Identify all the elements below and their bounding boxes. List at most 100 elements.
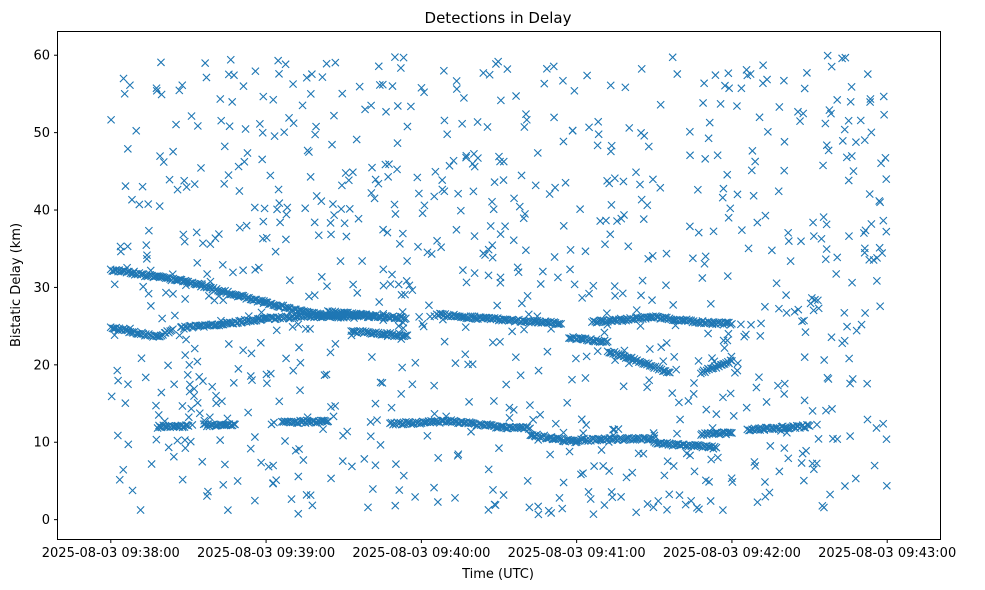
data-point <box>599 436 608 445</box>
data-point <box>521 246 530 255</box>
data-point <box>434 453 443 462</box>
data-point <box>877 159 886 168</box>
data-point <box>707 455 716 464</box>
data-point <box>417 83 426 92</box>
data-point <box>600 328 609 337</box>
data-point <box>827 333 836 342</box>
data-point <box>164 361 173 370</box>
data-point <box>294 320 303 329</box>
data-point <box>381 160 390 169</box>
data-point <box>620 346 629 355</box>
data-point <box>550 252 559 261</box>
data-point <box>396 64 405 73</box>
data-point <box>812 420 821 429</box>
data-point <box>462 153 471 162</box>
data-point <box>724 329 733 338</box>
data-point <box>458 119 467 128</box>
data-point <box>882 435 891 444</box>
data-point <box>461 350 470 359</box>
data-point <box>694 505 703 514</box>
data-point <box>135 200 144 209</box>
data-point <box>502 380 511 389</box>
data-point <box>603 337 612 346</box>
data-point <box>266 171 275 180</box>
data-point <box>424 301 433 310</box>
data-point <box>329 412 338 421</box>
data-point <box>243 149 252 158</box>
data-point <box>398 363 407 372</box>
data-point <box>494 57 503 66</box>
data-point <box>634 358 643 367</box>
data-point <box>285 113 294 122</box>
data-point <box>881 153 890 162</box>
data-point <box>794 305 803 314</box>
data-point <box>536 279 545 288</box>
data-point <box>852 326 861 335</box>
data-point <box>553 273 562 282</box>
data-point <box>753 498 762 507</box>
data-point <box>317 272 326 281</box>
data-point <box>331 58 340 67</box>
data-point <box>467 427 476 436</box>
data-point <box>317 197 326 206</box>
data-point <box>283 203 292 212</box>
data-point <box>782 291 791 300</box>
data-point <box>366 417 375 426</box>
data-point <box>267 420 276 429</box>
data-point <box>147 460 156 469</box>
data-point <box>303 146 312 155</box>
data-point <box>484 465 493 474</box>
data-point <box>250 496 259 505</box>
data-point <box>289 80 298 89</box>
data-point <box>534 510 543 519</box>
data-point <box>656 183 665 192</box>
data-point <box>799 109 808 118</box>
data-point <box>747 166 756 175</box>
data-point <box>452 85 461 94</box>
data-point <box>224 171 233 180</box>
data-point <box>713 151 722 160</box>
data-point <box>726 389 735 398</box>
data-point <box>367 353 376 362</box>
data-point <box>797 458 806 467</box>
data-point <box>395 486 404 495</box>
data-point <box>467 419 476 428</box>
data-point <box>496 96 505 105</box>
data-point <box>832 269 841 278</box>
data-point <box>851 474 860 483</box>
data-point <box>570 86 579 95</box>
data-point <box>197 280 206 289</box>
data-point <box>270 132 279 141</box>
data-point <box>807 293 816 302</box>
data-point <box>498 422 507 431</box>
data-point <box>742 403 751 412</box>
data-point <box>752 383 761 392</box>
y-tick-label: 40 <box>33 204 50 219</box>
data-point <box>394 280 403 289</box>
data-point <box>440 116 449 125</box>
data-point <box>169 289 177 298</box>
data-point <box>124 380 132 389</box>
data-point <box>170 311 179 320</box>
data-point <box>349 280 358 289</box>
data-point <box>846 97 855 106</box>
data-point <box>605 467 614 475</box>
data-point <box>784 228 793 237</box>
data-point <box>780 389 789 398</box>
data-point <box>485 70 494 79</box>
data-point <box>784 454 793 463</box>
data-point <box>183 370 192 379</box>
data-point <box>274 313 283 322</box>
data-point <box>719 184 728 193</box>
data-point <box>488 485 497 494</box>
data-point <box>272 326 281 335</box>
data-point <box>470 269 479 278</box>
data-point <box>645 345 654 353</box>
y-tick-label: 10 <box>33 436 50 451</box>
data-point <box>838 54 847 63</box>
data-point <box>744 244 753 253</box>
data-point <box>722 318 731 327</box>
data-point <box>628 468 637 477</box>
data-point <box>729 411 738 420</box>
data-point <box>294 472 303 481</box>
